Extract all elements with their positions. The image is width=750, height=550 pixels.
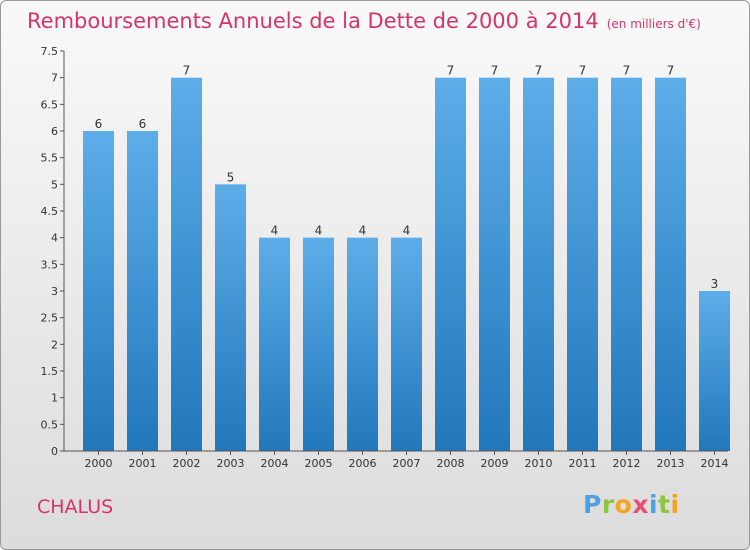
- bar-value-label: 6: [139, 117, 147, 131]
- y-tick-label: 0: [51, 445, 58, 458]
- y-tick-label: 6: [51, 125, 58, 138]
- y-tick-label: 2: [51, 338, 58, 351]
- bar-value-label: 5: [227, 170, 235, 184]
- x-tick-label: 2007: [393, 457, 421, 470]
- bar-value-label: 7: [491, 64, 499, 78]
- y-tick-label: 5: [51, 178, 58, 191]
- y-tick-label: 0.5: [41, 418, 59, 431]
- bar-value-label: 4: [315, 224, 323, 238]
- chart-title: Remboursements Annuels de la Dette de 20…: [27, 9, 701, 33]
- bar: [479, 77, 510, 452]
- x-tick-label: 2006: [349, 457, 377, 470]
- y-tick-label: 6.5: [41, 98, 59, 111]
- bar: [391, 237, 422, 451]
- x-tick-label: 2001: [129, 457, 157, 470]
- y-tick-label: 7: [51, 72, 58, 85]
- bar-value-label: 7: [579, 64, 587, 78]
- bar: [215, 184, 246, 452]
- bar-value-label: 7: [623, 64, 631, 78]
- bar: [171, 77, 202, 452]
- y-tick-label: 3: [51, 285, 58, 298]
- x-tick-label: 2012: [613, 457, 641, 470]
- chart-title-text: Remboursements Annuels de la Dette de 20…: [27, 9, 599, 33]
- bar-value-label: 3: [711, 277, 719, 291]
- bar-value-label: 4: [359, 224, 367, 238]
- bar: [83, 131, 114, 451]
- x-tick-label: 2002: [173, 457, 201, 470]
- x-axis: 2000 2001 2002 2003 2004 2005 2006 2007 2008 2009…: [64, 450, 729, 470]
- bar: [655, 77, 686, 452]
- x-tick-label: 2009: [481, 457, 509, 470]
- proxiti-logo: Proxiti: [583, 490, 680, 519]
- y-tick-label: 4: [51, 232, 58, 245]
- bar: [347, 237, 378, 451]
- commune-name: CHALUS: [37, 496, 114, 518]
- bar-value-label: 4: [403, 224, 411, 238]
- bar: [127, 131, 158, 451]
- x-tick-label: 2010: [525, 457, 553, 470]
- bar-value-label: 7: [535, 64, 543, 78]
- y-tick-label: 1.5: [41, 365, 59, 378]
- x-tick-label: 2000: [85, 457, 113, 470]
- x-tick-label: 2014: [701, 457, 729, 470]
- x-tick-label: 2004: [261, 457, 289, 470]
- bar: [303, 237, 334, 451]
- bar: [611, 77, 642, 452]
- bars: 6 6 7 5 4 4 4 4 7 7 7 7 7 7 3: [83, 64, 730, 452]
- bar: [435, 77, 466, 452]
- chart-unit: (en milliers d'€): [606, 17, 701, 31]
- bar: [259, 237, 290, 451]
- bar-value-label: 6: [95, 117, 103, 131]
- y-axis: 0 0.5 1 1.5 2 2.5 3 3.5 4 4.5 5 5.5 6 6.5 7 7.5: [41, 45, 65, 458]
- bar-value-label: 7: [447, 64, 455, 78]
- x-tick-label: 2013: [657, 457, 685, 470]
- x-tick-label: 2011: [569, 457, 597, 470]
- bar: [567, 77, 598, 452]
- y-tick-label: 5.5: [41, 152, 59, 165]
- y-tick-label: 2.5: [41, 312, 59, 325]
- x-tick-label: 2003: [217, 457, 245, 470]
- bar: [523, 77, 554, 452]
- bar-value-label: 4: [271, 224, 279, 238]
- y-tick-label: 7.5: [41, 45, 59, 58]
- x-tick-label: 2005: [305, 457, 333, 470]
- bar-value-label: 7: [183, 64, 191, 78]
- bar-value-label: 7: [667, 64, 675, 78]
- y-tick-label: 1: [51, 392, 58, 405]
- bar: [699, 291, 730, 451]
- y-tick-label: 3.5: [41, 258, 59, 271]
- y-tick-label: 4.5: [41, 205, 59, 218]
- x-tick-label: 2008: [437, 457, 465, 470]
